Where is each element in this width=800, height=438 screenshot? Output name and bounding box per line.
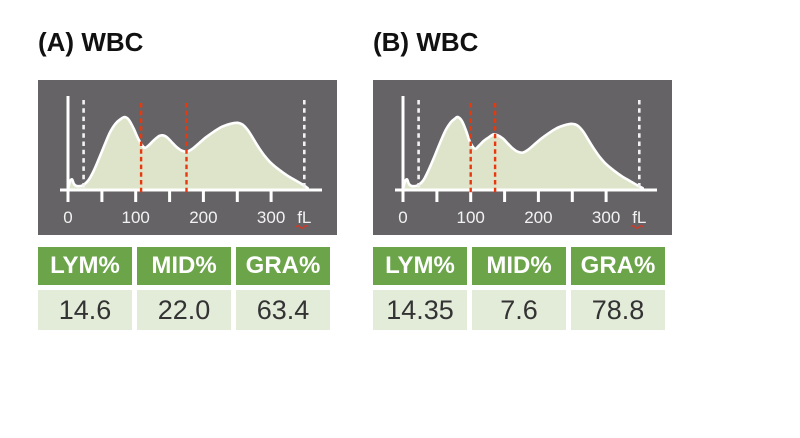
table-header-gra: GRA% bbox=[236, 247, 330, 285]
wbc-curve-line bbox=[66, 115, 309, 191]
wbc-histogram-b: 0 100 200 300 fL bbox=[373, 80, 672, 235]
x-tick-label-300: 300 bbox=[257, 208, 285, 227]
wbc-histogram-a: 0 100 200 300 fL bbox=[38, 80, 337, 235]
x-axis-unit-label: fL bbox=[297, 208, 311, 227]
wbc-histogram-a-svg: 0 100 200 300 fL bbox=[60, 96, 322, 229]
x-tick-label-200: 200 bbox=[524, 208, 552, 227]
table-value-lym: 14.35 bbox=[373, 290, 467, 330]
x-tick-label-0: 0 bbox=[63, 208, 72, 227]
table-header-mid: MID% bbox=[137, 247, 231, 285]
panel-b: (B) WBC 0 100 200 300 fL LYM% MID% GRA% bbox=[373, 0, 672, 438]
table-value-lym: 14.6 bbox=[38, 290, 132, 330]
wbc-differential-table-a: LYM% MID% GRA% 14.6 22.0 63.4 bbox=[38, 247, 331, 330]
table-header-row: LYM% MID% GRA% bbox=[373, 247, 666, 285]
panel-a: (A) WBC 0 100 200 300 fL LYM% MID% GRA% bbox=[38, 0, 337, 438]
table-value-gra: 78.8 bbox=[571, 290, 665, 330]
table-value-row: 14.35 7.6 78.8 bbox=[373, 290, 666, 330]
wbc-curve-line bbox=[401, 115, 644, 191]
x-axis-unit-label: fL bbox=[632, 208, 646, 227]
table-value-mid: 7.6 bbox=[472, 290, 566, 330]
spellcheck-underline bbox=[630, 225, 644, 229]
panel-b-title: (B) WBC bbox=[373, 27, 479, 57]
table-header-gra: GRA% bbox=[571, 247, 665, 285]
x-tick-label-100: 100 bbox=[122, 208, 150, 227]
wbc-curve-fill bbox=[68, 116, 308, 190]
x-tick-label-100: 100 bbox=[457, 208, 485, 227]
spellcheck-underline bbox=[295, 225, 309, 229]
wbc-differential-table-b: LYM% MID% GRA% 14.35 7.6 78.8 bbox=[373, 247, 666, 330]
table-value-row: 14.6 22.0 63.4 bbox=[38, 290, 331, 330]
panel-a-title: (A) WBC bbox=[38, 27, 144, 57]
x-tick-label-300: 300 bbox=[592, 208, 620, 227]
x-tick-label-200: 200 bbox=[189, 208, 217, 227]
table-header-row: LYM% MID% GRA% bbox=[38, 247, 331, 285]
table-header-lym: LYM% bbox=[373, 247, 467, 285]
table-header-mid: MID% bbox=[472, 247, 566, 285]
table-header-lym: LYM% bbox=[38, 247, 132, 285]
table-value-gra: 63.4 bbox=[236, 290, 330, 330]
wbc-histogram-b-svg: 0 100 200 300 fL bbox=[395, 96, 657, 229]
x-tick-label-0: 0 bbox=[398, 208, 407, 227]
table-value-mid: 22.0 bbox=[137, 290, 231, 330]
